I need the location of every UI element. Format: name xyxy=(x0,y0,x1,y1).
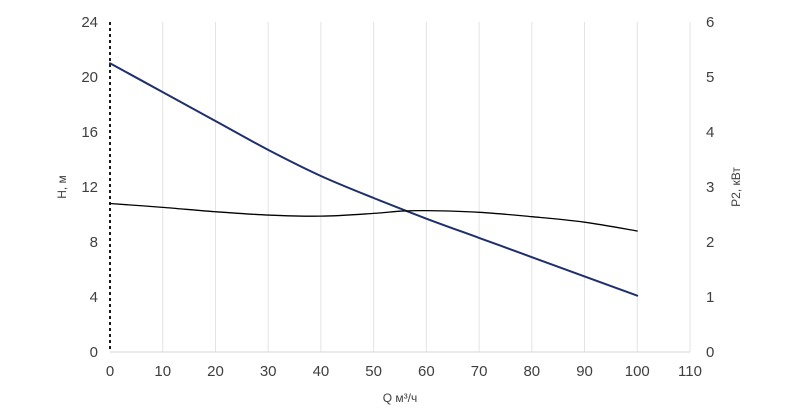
axes xyxy=(109,22,690,353)
y-right-tick-label-6: 6 xyxy=(706,14,714,31)
y-left-tick-label-24: 24 xyxy=(81,14,98,31)
grid-lines xyxy=(162,22,691,352)
y-left-tick-label-0: 0 xyxy=(90,344,98,361)
y-right-tick-label-1: 1 xyxy=(706,289,714,306)
tick-labels: 0 10 20 30 40 50 60 70 80 90 100 110048121620240123… xyxy=(81,14,714,380)
data-series xyxy=(109,62,639,297)
y-left-tick-label-16: 16 xyxy=(81,124,98,141)
x-tick-label-20: 20 xyxy=(207,363,224,380)
head-curve xyxy=(109,62,639,297)
x-tick-label-100: 100 xyxy=(625,363,650,380)
y-left-tick-label-4: 4 xyxy=(90,289,98,306)
x-axis-title: Q м³/ч xyxy=(383,391,418,405)
x-tick-label-0: 0 xyxy=(106,363,114,380)
x-tick-label-70: 70 xyxy=(471,363,488,380)
y-left-tick-label-20: 20 xyxy=(81,69,98,86)
y-axis-left-title: H, м xyxy=(55,175,69,199)
x-tick-label-50: 50 xyxy=(365,363,382,380)
y-right-tick-label-5: 5 xyxy=(706,69,714,86)
x-tick-label-90: 90 xyxy=(576,363,593,380)
x-tick-label-10: 10 xyxy=(154,363,171,380)
y-left-tick-label-12: 12 xyxy=(81,179,98,196)
y-right-tick-label-0: 0 xyxy=(706,344,714,361)
x-tick-label-30: 30 xyxy=(260,363,277,380)
power-curve xyxy=(109,202,638,232)
x-tick-label-80: 80 xyxy=(523,363,540,380)
y-right-tick-label-3: 3 xyxy=(706,179,714,196)
y-right-tick-label-4: 4 xyxy=(706,124,714,141)
x-tick-label-60: 60 xyxy=(418,363,435,380)
y-axis-right-title: P2, кВт xyxy=(729,167,743,207)
x-tick-label-40: 40 xyxy=(313,363,330,380)
y-left-tick-label-8: 8 xyxy=(90,234,98,251)
x-tick-label-110: 110 xyxy=(678,363,702,380)
y-right-tick-label-2: 2 xyxy=(706,234,714,251)
